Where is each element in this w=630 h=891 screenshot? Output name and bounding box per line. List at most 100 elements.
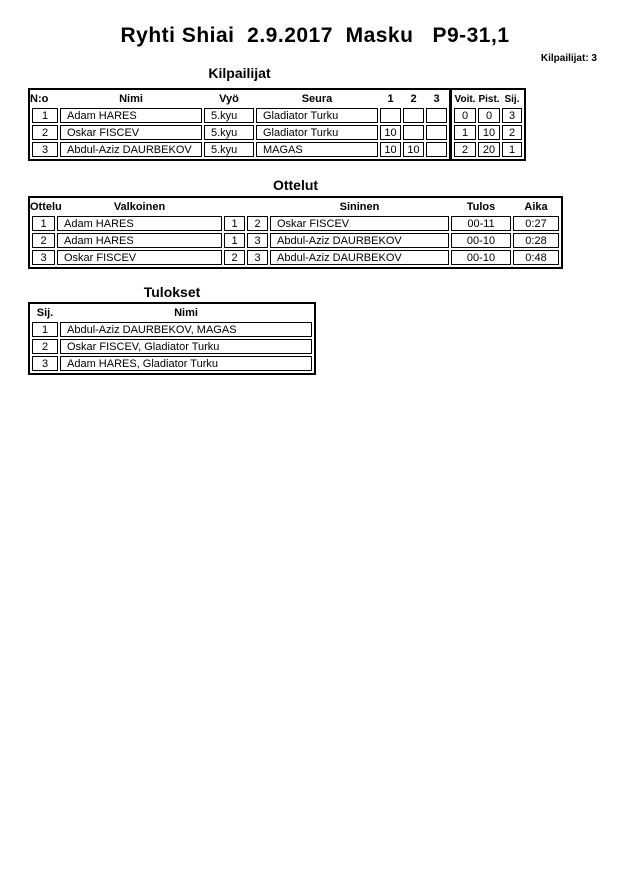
competitor-name: Abdul-Aziz DAURBEKOV: [60, 142, 202, 157]
competitor-match3-score: [426, 125, 447, 140]
match-blue-name: Abdul-Aziz DAURBEKOV: [270, 250, 449, 265]
matches-heading: Ottelut: [272, 177, 319, 193]
competitor-wins: 2: [454, 142, 476, 157]
match-blue-no: 3: [247, 250, 268, 265]
column-header-blue-no: [247, 200, 268, 214]
match-blue-no: 2: [247, 216, 268, 231]
competitor-wins: 0: [454, 108, 476, 123]
competitors-results-table: Voit. Pist. Sij. 0 0 3 1 10 2 2 20 1: [450, 88, 526, 161]
match-white-name: Adam HARES: [57, 233, 222, 248]
match-row: 3 Oskar FISCEV 2 3 Abdul-Aziz DAURBEKOV …: [32, 250, 559, 265]
result-row: 2 Oskar FISCEV, Gladiator Turku: [32, 339, 312, 354]
competitors-heading: Kilpailijat: [208, 65, 271, 81]
competitor-match3-score: [426, 142, 447, 157]
competitor-club: Gladiator Turku: [256, 125, 378, 140]
column-header-white: Valkoinen: [113, 201, 166, 213]
competitor-club: MAGAS: [256, 142, 378, 157]
column-header-name: Nimi: [174, 307, 198, 319]
competitor-row: 1 10 2: [454, 125, 522, 140]
competitor-row: 2 20 1: [454, 142, 522, 157]
column-header-no: N:o: [30, 93, 49, 105]
competitor-place: 1: [502, 142, 522, 157]
competitors-header-row: N:o Nimi Vyö Seura 1 2 3: [30, 92, 447, 106]
match-no: 3: [32, 250, 55, 265]
competitor-wins: 1: [454, 125, 476, 140]
match-blue-name: Abdul-Aziz DAURBEKOV: [270, 233, 449, 248]
column-header-white-no: [224, 200, 245, 214]
competitor-match1-score: 10: [380, 142, 401, 157]
match-white-no: 2: [224, 250, 245, 265]
match-no: 1: [32, 216, 55, 231]
column-header-club: Seura: [301, 93, 333, 105]
match-no: 2: [32, 233, 55, 248]
competitor-row: 3 Abdul-Aziz DAURBEKOV 5.kyu MAGAS 10 10: [32, 142, 447, 157]
match-white-name: Adam HARES: [57, 216, 222, 231]
competitor-match2-score: [403, 108, 424, 123]
competitor-no: 1: [32, 108, 58, 123]
competitor-name: Oskar FISCEV: [60, 125, 202, 140]
match-time: 0:28: [513, 233, 559, 248]
competitor-match1-score: 10: [380, 125, 401, 140]
match-blue-no: 3: [247, 233, 268, 248]
competitors-count-label: Kilpailijat: 3: [540, 53, 597, 64]
match-result: 00-10: [451, 233, 511, 248]
results-heading: Tulokset: [143, 284, 201, 300]
competitor-points: 20: [478, 142, 500, 157]
competitors-table: N:o Nimi Vyö Seura 1 2 3 1 Adam HARES 5.…: [28, 88, 526, 161]
competitor-points: 10: [478, 125, 500, 140]
match-white-no: 1: [224, 233, 245, 248]
column-header-match3: 3: [433, 93, 440, 105]
match-result: 00-10: [451, 250, 511, 265]
competitor-no: 3: [32, 142, 58, 157]
competitors-main-table: N:o Nimi Vyö Seura 1 2 3 1 Adam HARES 5.…: [28, 88, 451, 161]
competitors-header-row: Voit. Pist. Sij.: [454, 92, 522, 106]
competitor-match1-score: [380, 108, 401, 123]
match-white-name: Oskar FISCEV: [57, 250, 222, 265]
page-title: Ryhti Shiai 2.9.2017 Masku P9-31,1: [120, 24, 510, 47]
column-header-place: Sij.: [36, 307, 54, 319]
matches-table: Ottelu Valkoinen Sininen Tulos Aika 1 Ad…: [28, 196, 563, 269]
result-row: 1 Abdul-Aziz DAURBEKOV, MAGAS: [32, 322, 312, 337]
result-place: 2: [32, 339, 58, 354]
matches-header-row: Ottelu Valkoinen Sininen Tulos Aika: [30, 200, 559, 214]
column-header-result: Tulos: [466, 201, 496, 213]
competitor-row: 1 Adam HARES 5.kyu Gladiator Turku: [32, 108, 447, 123]
competitor-match3-score: [426, 108, 447, 123]
competitor-belt: 5.kyu: [204, 142, 254, 157]
column-header-points: Pist.: [478, 93, 500, 105]
result-name: Oskar FISCEV, Gladiator Turku: [60, 339, 312, 354]
competitor-no: 2: [32, 125, 58, 140]
column-header-wins: Voit.: [454, 93, 476, 105]
competitor-place: 2: [502, 125, 522, 140]
column-header-place: Sij.: [504, 93, 520, 105]
column-header-blue: Sininen: [339, 201, 380, 213]
result-name: Adam HARES, Gladiator Turku: [60, 356, 312, 371]
result-row: 3 Adam HARES, Gladiator Turku: [32, 356, 312, 371]
result-place: 1: [32, 322, 58, 337]
column-header-belt: Vyö: [219, 93, 239, 105]
results-header-row: Sij. Nimi: [32, 306, 312, 320]
match-row: 1 Adam HARES 1 2 Oskar FISCEV 00-11 0:27: [32, 216, 559, 231]
column-header-time: Aika: [524, 201, 548, 213]
competitor-place: 3: [502, 108, 522, 123]
results-table: Sij. Nimi 1 Abdul-Aziz DAURBEKOV, MAGAS …: [28, 302, 316, 375]
match-blue-name: Oskar FISCEV: [270, 216, 449, 231]
match-result: 00-11: [451, 216, 511, 231]
competitor-club: Gladiator Turku: [256, 108, 378, 123]
column-header-name: Nimi: [119, 93, 143, 105]
match-white-no: 1: [224, 216, 245, 231]
competitor-belt: 5.kyu: [204, 108, 254, 123]
result-name: Abdul-Aziz DAURBEKOV, MAGAS: [60, 322, 312, 337]
column-header-match2: 2: [410, 93, 417, 105]
competitor-match2-score: [403, 125, 424, 140]
competitor-row: 2 Oskar FISCEV 5.kyu Gladiator Turku 10: [32, 125, 447, 140]
competitor-row: 0 0 3: [454, 108, 522, 123]
column-header-match-no: Ottelu: [30, 201, 62, 213]
competitor-match2-score: 10: [403, 142, 424, 157]
competitor-name: Adam HARES: [60, 108, 202, 123]
column-header-match1: 1: [387, 93, 394, 105]
result-place: 3: [32, 356, 58, 371]
match-time: 0:27: [513, 216, 559, 231]
competitor-points: 0: [478, 108, 500, 123]
